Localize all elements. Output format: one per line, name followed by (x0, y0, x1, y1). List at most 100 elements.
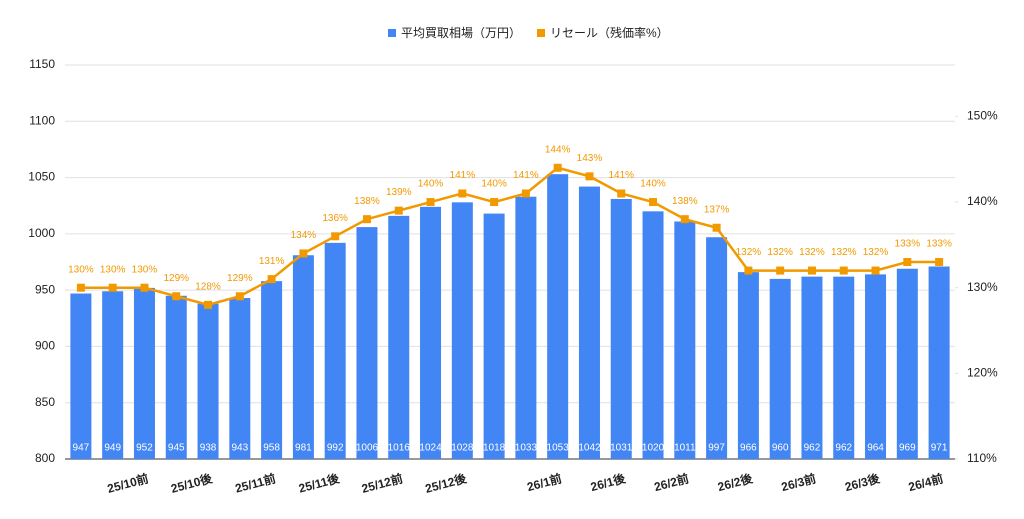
line-value-label: 140% (640, 179, 666, 190)
bar-value-label: 962 (804, 443, 821, 454)
line-point (426, 198, 435, 207)
x-tick-label: 25/10後 (169, 470, 214, 496)
line-value-label: 139% (386, 187, 412, 198)
bar-value-label: 947 (73, 443, 90, 454)
legend-swatch (388, 29, 396, 37)
y-tick-label: 1100 (29, 113, 55, 127)
bar-value-label: 1006 (356, 443, 379, 454)
line-value-label: 140% (418, 179, 444, 190)
line-value-label: 144% (545, 144, 571, 155)
x-tick-label: 25/12後 (423, 470, 468, 496)
bar-value-label: 943 (231, 443, 248, 454)
y2-tick-label: 110% (967, 451, 997, 465)
line-value-label: 130% (68, 264, 94, 275)
x-tick-label: 26/1後 (589, 470, 628, 494)
line (80, 166, 940, 307)
bar (420, 206, 442, 459)
bar-value-label: 966 (740, 443, 757, 454)
x-tick-label: 26/3前 (780, 470, 818, 494)
bar (737, 272, 759, 459)
bar (578, 186, 600, 459)
y-tick-label: 1150 (29, 57, 55, 71)
line-point (362, 215, 371, 224)
line-point (903, 258, 912, 266)
bar (896, 268, 918, 459)
bar-value-label: 981 (295, 443, 312, 454)
line-point (935, 258, 944, 266)
bar (833, 276, 855, 459)
line-point (871, 266, 880, 275)
line-value-label: 141% (450, 170, 476, 181)
line-point (680, 215, 689, 224)
y2-tick-label: 130% (967, 280, 998, 294)
line-value-label: 132% (799, 247, 825, 258)
line-point (108, 283, 117, 292)
line-value-label: 141% (608, 170, 634, 181)
x-tick-label: 25/11後 (297, 470, 342, 495)
bar-value-label: 1042 (578, 443, 601, 454)
line-point (267, 275, 276, 284)
line-point (521, 189, 530, 198)
bar-value-label: 1011 (674, 443, 696, 454)
x-tick-label: 26/2前 (652, 470, 690, 494)
bar-value-label: 949 (104, 443, 121, 454)
bar-value-label: 945 (168, 443, 185, 454)
line-point (617, 189, 626, 198)
bar-value-label: 960 (772, 443, 789, 454)
legend-label: 平均買取相場（万円） (401, 26, 521, 40)
y-tick-label: 800 (35, 451, 55, 465)
line-value-label: 131% (259, 256, 285, 267)
bar (261, 281, 283, 459)
x-tick-label: 25/12前 (360, 470, 404, 495)
line-value-label: 136% (322, 213, 348, 224)
line-point (839, 266, 848, 275)
bar (451, 202, 473, 459)
bar-value-label: 962 (835, 443, 852, 454)
y-tick-label: 850 (35, 395, 55, 409)
bar-value-label: 958 (263, 443, 280, 454)
line-point (204, 300, 213, 309)
bar-value-label: 969 (899, 443, 916, 454)
bar (133, 287, 155, 459)
line-point (235, 292, 244, 301)
x-tick-label: 26/3後 (843, 470, 882, 494)
x-tick-label: 25/11前 (233, 470, 277, 495)
line-value-label: 134% (291, 230, 317, 241)
y2-tick-label: 120% (967, 366, 998, 380)
bar (70, 293, 92, 459)
bar (483, 213, 505, 459)
bar (610, 198, 632, 459)
bar (865, 274, 887, 459)
y-tick-label: 900 (35, 339, 55, 353)
line-point (776, 266, 785, 275)
line-value-label: 138% (672, 196, 698, 207)
bar-value-label: 992 (327, 443, 344, 454)
bar-value-label: 1016 (388, 443, 411, 454)
bar (515, 196, 537, 460)
bar (388, 215, 410, 459)
line-point (490, 198, 499, 207)
bar-value-label: 1053 (547, 443, 570, 454)
line-value-label: 133% (895, 239, 921, 250)
line-point (649, 198, 658, 207)
line-point (807, 266, 816, 275)
y2-tick-label: 140% (967, 194, 998, 208)
bar (229, 298, 251, 459)
line-value-label: 143% (577, 153, 603, 164)
x-tick-label: 26/1前 (525, 470, 563, 494)
line-value-label: 132% (767, 247, 793, 258)
bar-value-label: 1020 (642, 443, 665, 454)
bar (801, 276, 823, 459)
line-value-label: 141% (513, 170, 539, 181)
bar (356, 227, 378, 459)
line-value-label: 132% (831, 247, 857, 258)
line-point (585, 172, 594, 181)
line-point (299, 249, 308, 258)
line-value-label: 137% (704, 204, 730, 215)
bar (165, 295, 187, 459)
bar-value-label: 1018 (483, 443, 506, 454)
bar-value-label: 1028 (451, 443, 474, 454)
bar-value-label: 964 (867, 443, 884, 454)
x-tick-label: 26/2後 (716, 470, 755, 494)
line-point (458, 189, 467, 198)
